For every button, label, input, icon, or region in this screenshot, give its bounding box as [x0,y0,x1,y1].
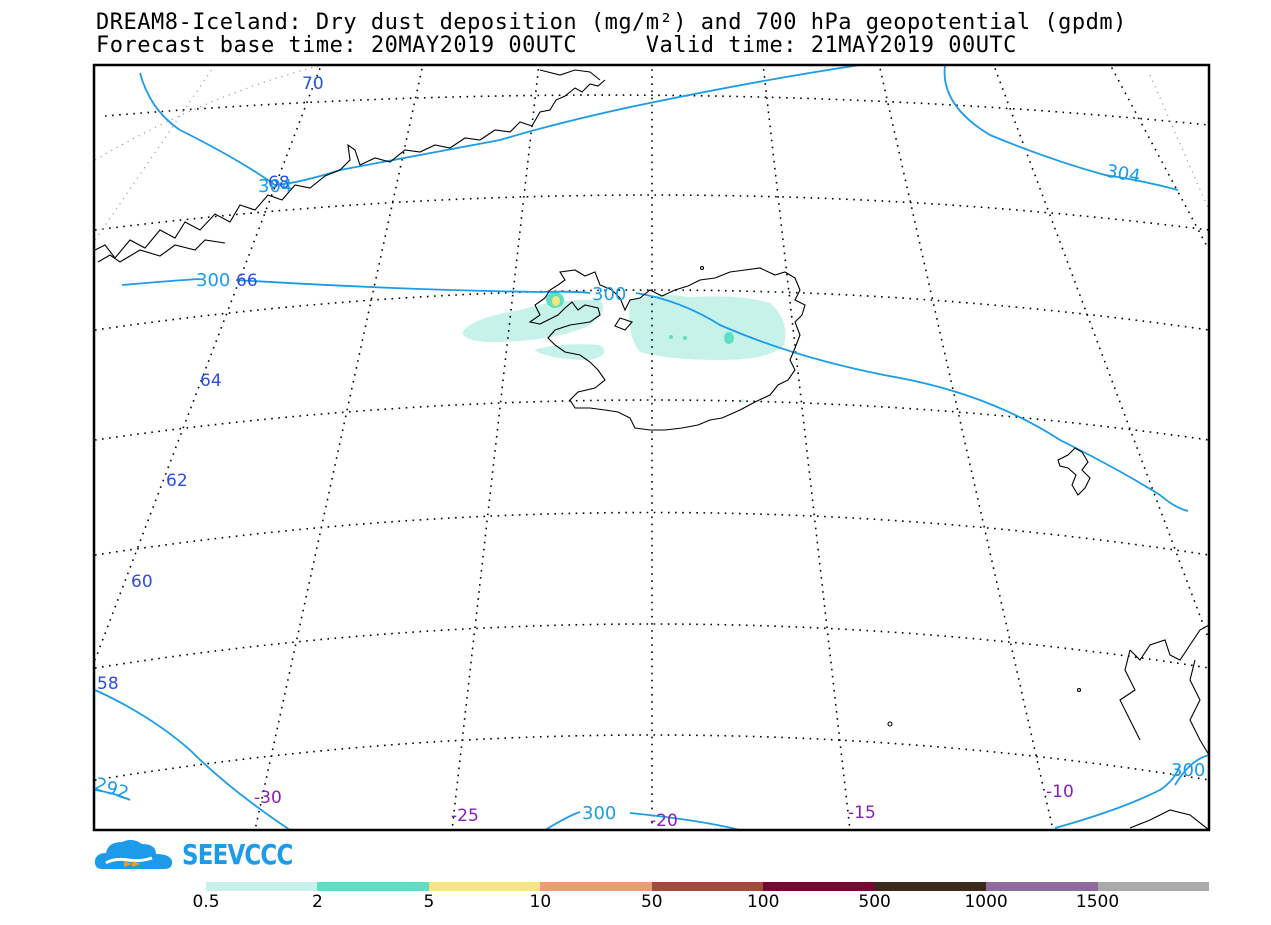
lon-label: -25 [451,806,479,826]
colorbar-swatch [428,882,541,891]
colorbar-label: 100 [746,892,780,912]
colorbar-swatch [874,882,987,891]
colorbar-swatch [651,882,764,891]
lat-label: 60 [131,572,153,592]
iceland-coast [528,267,806,431]
scotland-coast [1119,624,1209,830]
lon-label: -10 [1046,782,1074,802]
longitude-labels: -30 -25 -20 -15 -10 [254,782,1074,831]
contour-label: 292 [92,774,131,805]
colorbar-label: 1000 [964,892,1008,912]
seevccc-logo-text: SEEVCCC [182,838,293,871]
colorbar-label: 0.5 [192,892,220,912]
dust-spot-yellow [552,296,560,306]
lat-label: 62 [166,471,188,491]
contour-label: 304 [1105,161,1142,188]
contour-label: 300 [592,284,626,305]
chart-title: DREAM8-Iceland: Dry dust deposition (mg/… [96,10,1127,35]
longitude-lines [94,65,1209,830]
colorbar-swatch [206,882,318,891]
lat-label: 70 [302,74,324,94]
colorbar-swatch [763,882,876,891]
lat-label: 58 [97,674,119,694]
latitude-labels: 70 68 66 64 62 60 58 [97,74,324,694]
colorbar-swatch [540,882,653,891]
lat-label: 66 [236,271,258,291]
lat-label: 68 [268,173,290,193]
geopotential-contours [94,65,1209,830]
colorbar-label: 2 [312,892,323,912]
dust-plume-south [534,344,605,360]
lon-label: -30 [254,788,282,808]
dust-deposition-area [462,292,786,403]
colorbar-label: 10 [529,892,552,912]
lon-label: -20 [650,811,678,831]
coastlines [94,69,1209,830]
colorbar-swatch [986,882,1099,891]
outer-latitude-lines [94,65,325,161]
dust-spot-green [724,332,734,344]
faroe-coast [1057,447,1091,496]
contour-label: 300 [1171,760,1205,781]
contour-labels: 304 304 300 300 300 300 292 [92,161,1205,824]
contour-label: 300 [196,270,230,291]
colorbar-label: 5 [423,892,435,912]
colorbar-swatch [317,882,430,891]
colorbar-label: 500 [858,892,891,912]
dust-plume-west [462,299,604,343]
map-frame [92,63,1211,832]
contour-label: 304 [258,176,292,197]
dust-plume-east [629,295,786,360]
contour-label: 300 [582,803,616,824]
lat-label: 64 [200,371,222,391]
colorbar-label: 1500 [1075,892,1120,912]
greenland-coast [94,69,606,259]
lon-label: -15 [848,803,876,823]
colorbar-swatch [1097,882,1210,891]
seevccc-cloud-logo-icon [94,839,173,869]
chart-subtitle-times: Forecast base time: 20MAY2019 00UTC Vali… [96,33,1017,58]
latitude-lines [94,94,1209,781]
colorbar-label: 50 [640,892,663,912]
outer-longitude-lines [94,65,1209,241]
